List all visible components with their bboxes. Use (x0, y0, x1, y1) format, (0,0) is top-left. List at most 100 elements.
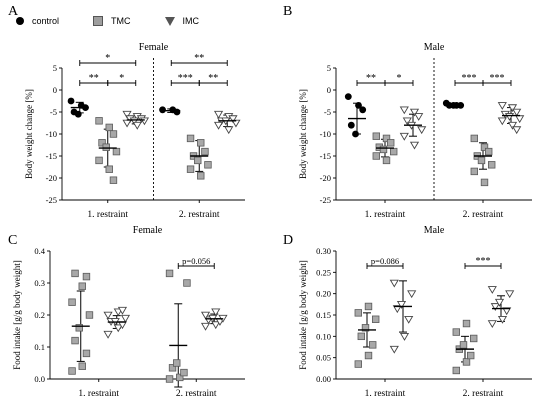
y-tick-label: 5 (53, 63, 57, 73)
legend-label-imc: IMC (182, 16, 200, 26)
control-point (344, 93, 352, 100)
imc-point (113, 324, 123, 333)
imc-point (392, 305, 402, 314)
y-tick-label: 0.05 (316, 353, 331, 363)
panel-C: C Female 0.0 0.1 0.2 0.3 0.4 Food intake [g/g b… (8, 225, 245, 399)
filled-circle-icon (16, 17, 24, 25)
tmc-point (105, 123, 113, 132)
tmc-point (368, 341, 377, 349)
panel-D: D Male 0.00 0.05 0.10 0.15 0.20 0.25 0.30 Food in… (283, 225, 532, 399)
y-tick-label: 0 (53, 85, 57, 95)
significance-label: ** (194, 53, 204, 64)
tmc-point (382, 134, 391, 143)
panel-letter: B (283, 4, 292, 19)
imc-point (497, 117, 507, 126)
significance-label: ** (89, 73, 99, 84)
imc-point (502, 307, 512, 316)
tmc-point (194, 156, 202, 165)
y-tick-label: -5 (324, 107, 331, 117)
panel-B: B Male 5 0 -5 -10 -15 -20 -25 Body weight change … (283, 4, 532, 220)
tmc-point (82, 349, 91, 358)
imc-point (497, 315, 508, 324)
control-point (67, 97, 75, 105)
imc-point (117, 306, 128, 315)
tmc-point (389, 147, 398, 156)
imc-point (120, 314, 131, 323)
y-tick-label: 0.25 (316, 267, 331, 277)
tmc-point (168, 364, 177, 372)
x-tick-label: 1. restraint (365, 210, 406, 220)
tmc-point (165, 269, 174, 278)
imc-point (213, 110, 224, 119)
legend: control TMC IMC (16, 16, 233, 26)
tmc-point (197, 172, 205, 180)
significance-label: ** (366, 73, 376, 84)
imc-point (211, 308, 221, 317)
significance-label: *** (462, 73, 477, 84)
tmc-point (85, 311, 94, 319)
imc-point (504, 113, 515, 121)
y-tick-label: 0 (327, 85, 331, 95)
y-tick-label: 0.10 (316, 331, 331, 341)
y-axis-label: Food intake [g/g body weight] (298, 260, 308, 370)
tmc-point (68, 367, 76, 375)
tmc-point (361, 324, 370, 332)
imc-point (512, 108, 522, 117)
y-axis-label: Body weight change [%] (298, 89, 308, 179)
imc-point (389, 345, 399, 354)
open-triangle-icon (164, 16, 175, 26)
significance-label: * (397, 73, 402, 84)
control-point (359, 106, 367, 114)
imc-point (487, 320, 497, 329)
tmc-point (364, 351, 373, 360)
tmc-point (372, 132, 380, 140)
imc-point (490, 303, 500, 311)
legend-label-tmc: TMC (111, 16, 131, 26)
tmc-point (459, 341, 468, 349)
tmc-point (452, 328, 460, 336)
significance-label: *** (178, 73, 193, 84)
tmc-point (183, 279, 191, 287)
tmc-point (71, 269, 79, 278)
tmc-point (165, 375, 174, 383)
panel-letter: D (283, 233, 293, 248)
y-tick-label: 0.0 (34, 374, 45, 384)
y-axis-label: Body weight change [%] (24, 89, 34, 179)
y-tick-label: -5 (50, 107, 57, 117)
imc-point (402, 117, 412, 126)
control-point (173, 108, 181, 116)
y-tick-label: -25 (46, 195, 57, 205)
y-tick-label: 0.2 (34, 310, 45, 320)
imc-point (200, 311, 211, 320)
tmc-point (75, 324, 83, 332)
imc-point (497, 102, 507, 110)
control-point (355, 102, 362, 109)
panel-title: Female (139, 42, 169, 53)
tmc-point (379, 145, 388, 154)
panel-title: Female (133, 225, 163, 236)
y-tick-label: 0.20 (316, 289, 331, 299)
tmc-point (186, 134, 195, 143)
y-axis-label: Food intake [g/g body weight] (12, 260, 22, 370)
tmc-point (180, 368, 188, 377)
tmc-point (382, 156, 391, 165)
y-tick-label: 0.00 (316, 374, 331, 384)
tmc-point (452, 366, 460, 375)
tmc-point (487, 161, 496, 169)
tmc-point (357, 332, 365, 341)
y-tick-label: -20 (46, 173, 57, 183)
gray-square-icon (93, 16, 104, 26)
imc-point (396, 301, 407, 309)
x-tick-label: 2. restraint (463, 389, 504, 399)
tmc-point (470, 134, 478, 143)
tmc-point (78, 362, 86, 370)
imc-point (399, 106, 409, 115)
x-tick-label: 2. restraint (179, 210, 220, 220)
control-point (347, 121, 355, 129)
significance-label: * (119, 73, 124, 84)
tmc-point (102, 143, 110, 151)
imc-point (103, 330, 113, 339)
tmc-point (197, 139, 205, 147)
panel-A: A Female 5 0 -5 -10 -15 -20 -25 Body weight chang… (8, 4, 245, 220)
